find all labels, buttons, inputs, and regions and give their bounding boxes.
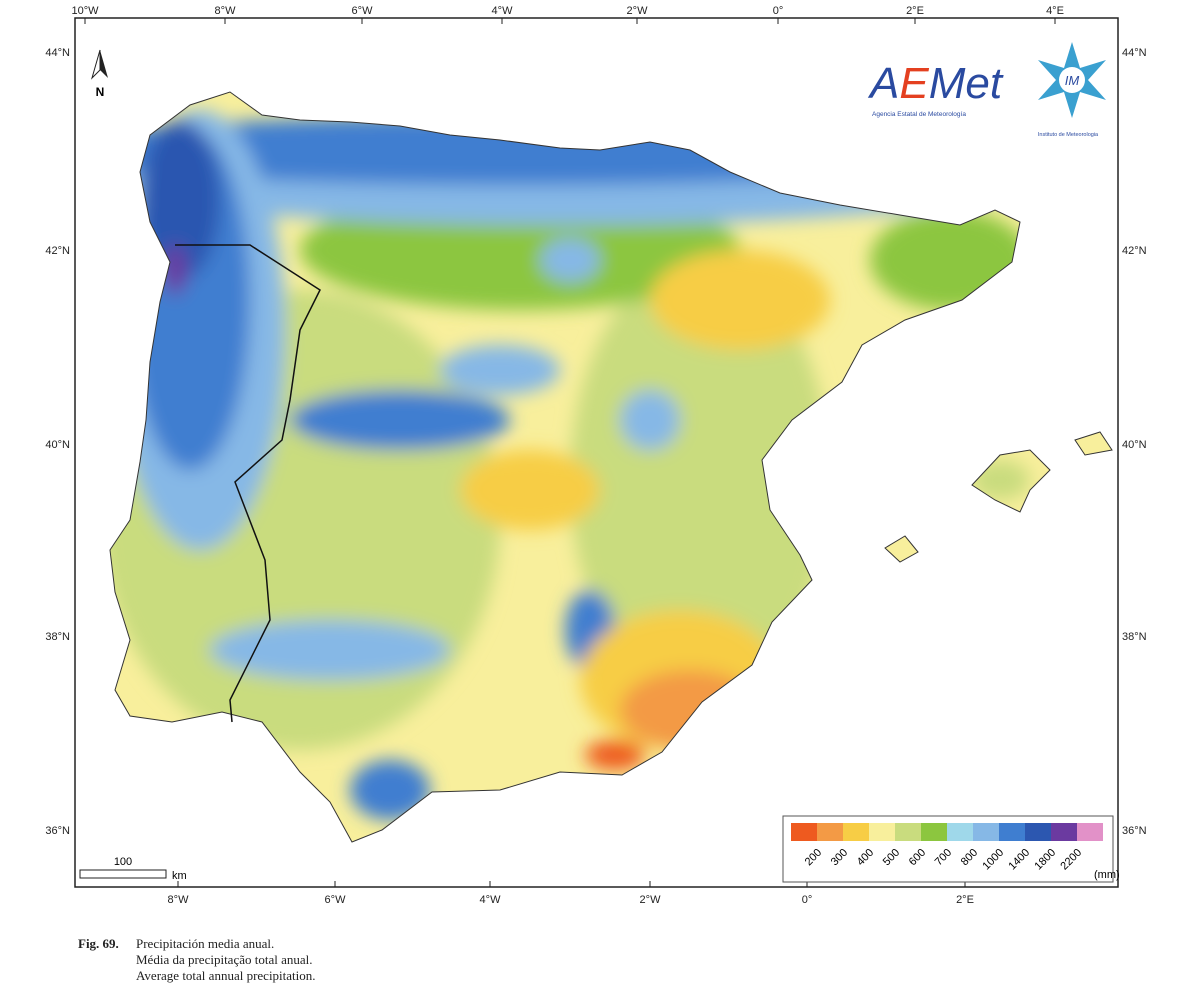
lat-tick-right: 44°N <box>1122 47 1147 59</box>
legend-swatch <box>1051 823 1077 841</box>
legend-swatch <box>1077 823 1103 841</box>
legend-swatch <box>895 823 921 841</box>
lat-tick-right: 42°N <box>1122 245 1147 257</box>
lon-tick-top: 4°W <box>492 5 514 17</box>
scale-bar: 100 km <box>79 856 187 882</box>
precipitation-field <box>110 92 1112 842</box>
aemet-logo: AEMet Agencia Estatal de Meteorología <box>867 59 1004 118</box>
graticule-labels: 10°W 8°W 6°W 4°W 2°W 0° 2°E 4°E 8°W 6°W 4°W 2°W 0° 2°… <box>45 5 1146 906</box>
legend-swatch <box>791 823 817 841</box>
lat-tick-right: 40°N <box>1122 439 1147 451</box>
svg-text:km: km <box>172 870 187 882</box>
legend-swatch <box>973 823 999 841</box>
im-logo: IM Instituto de Meteorologia <box>1038 42 1106 138</box>
lat-tick-left: 42°N <box>45 245 70 257</box>
legend-swatch <box>921 823 947 841</box>
portugal-spain-border <box>175 244 321 723</box>
lat-tick-right: 36°N <box>1122 825 1147 837</box>
lon-tick-bottom: 4°W <box>480 894 502 906</box>
legend-swatch <box>999 823 1025 841</box>
lon-tick-bottom: 6°W <box>325 894 347 906</box>
lat-tick-left: 36°N <box>45 825 70 837</box>
lon-tick-top: 2°W <box>627 5 649 17</box>
lat-tick-left: 44°N <box>45 47 70 59</box>
legend: 200 300 400 500 600 700 800 1000 1400 1800 2200 (m… <box>782 815 1120 883</box>
lon-tick-top: 8°W <box>215 5 237 17</box>
legend-swatch <box>1025 823 1051 841</box>
lon-tick-bottom: 2°E <box>956 894 974 906</box>
svg-text:Instituto de Meteorologia: Instituto de Meteorologia <box>1038 132 1099 138</box>
north-arrow: N <box>90 49 108 99</box>
lon-tick-top: 2°E <box>906 5 924 17</box>
svg-text:AEMet: AEMet <box>867 59 1004 108</box>
lon-tick-bottom: 8°W <box>168 894 190 906</box>
lon-tick-top: 0° <box>773 5 784 17</box>
svg-text:Agencia Estatal de Meteorologí: Agencia Estatal de Meteorología <box>872 111 966 118</box>
precipitation-map: 10°W 8°W 6°W 4°W 2°W 0° 2°E 4°E 8°W 6°W 4°W 2°W 0° 2°… <box>45 5 1146 906</box>
svg-text:100: 100 <box>114 856 132 868</box>
legend-swatch <box>817 823 843 841</box>
legend-swatch <box>947 823 973 841</box>
lon-tick-bottom: 2°W <box>640 894 662 906</box>
legend-swatch <box>869 823 895 841</box>
north-label: N <box>96 85 105 99</box>
figure-number: Fig. 69. <box>78 936 119 951</box>
legend-swatch <box>843 823 869 841</box>
lat-tick-left: 38°N <box>45 631 70 643</box>
lon-tick-top: 4°E <box>1046 5 1064 17</box>
lat-tick-left: 40°N <box>45 439 70 451</box>
svg-text:IM: IM <box>1065 73 1080 88</box>
lon-tick-top: 10°W <box>71 5 99 17</box>
legend-unit: (mm) <box>1094 869 1120 881</box>
figure-caption: Fig. 69. Precipitación media anual. Média… <box>78 936 316 983</box>
lat-tick-right: 38°N <box>1122 631 1147 643</box>
lon-tick-bottom: 0° <box>802 894 813 906</box>
lon-tick-top: 6°W <box>352 5 374 17</box>
